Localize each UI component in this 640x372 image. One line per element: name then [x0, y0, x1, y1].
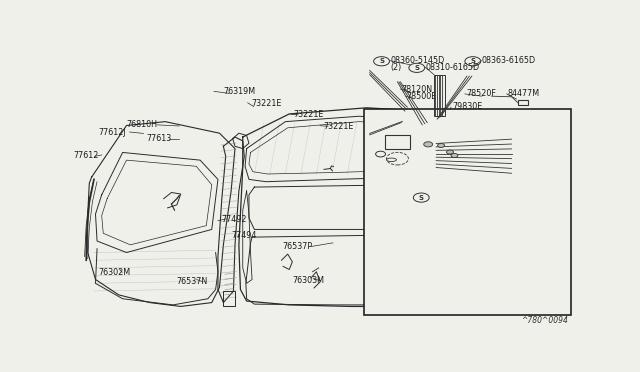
Text: 78810C: 78810C	[370, 178, 401, 187]
Bar	[518, 100, 528, 105]
Text: 73221E: 73221E	[293, 110, 324, 119]
Circle shape	[451, 154, 458, 157]
Text: 77492: 77492	[221, 215, 247, 224]
Circle shape	[424, 142, 433, 147]
Text: S: S	[414, 65, 419, 71]
Text: 78120N: 78120N	[401, 84, 433, 93]
Text: 76537P: 76537P	[282, 242, 312, 251]
Text: 77612: 77612	[74, 151, 99, 160]
Text: 78520N: 78520N	[412, 180, 443, 189]
Text: (E): (E)	[433, 199, 444, 208]
Text: 78500E: 78500E	[406, 92, 436, 101]
Bar	[364, 109, 571, 315]
Bar	[434, 75, 445, 116]
Text: 78520G: 78520G	[509, 151, 541, 160]
Text: 08360-5145D: 08360-5145D	[390, 56, 445, 65]
Text: S: S	[419, 195, 424, 201]
Text: ^780^0094: ^780^0094	[522, 316, 568, 325]
Text: 84478E: 84478E	[511, 143, 541, 152]
Text: 73221E: 73221E	[251, 99, 282, 108]
Text: 78815M: 78815M	[367, 129, 399, 138]
Text: 78500G: 78500G	[513, 125, 544, 134]
Text: 78520M: 78520M	[513, 135, 545, 144]
Text: 78520F: 78520F	[466, 89, 496, 99]
Text: 76303M: 76303M	[292, 276, 324, 285]
Text: 84477M: 84477M	[508, 89, 540, 99]
Text: 08363-6165D: 08363-6165D	[482, 56, 536, 65]
Text: 77613: 77613	[147, 134, 172, 143]
Text: (2): (2)	[390, 63, 402, 72]
Text: S: S	[470, 58, 476, 64]
Text: 08360-5145D: 08360-5145D	[430, 193, 484, 202]
Text: 79910Q: 79910Q	[367, 151, 399, 160]
Circle shape	[438, 144, 445, 147]
Text: 08310-6165D: 08310-6165D	[426, 63, 480, 72]
Bar	[223, 291, 235, 307]
Text: 84440G: 84440G	[461, 180, 492, 189]
Text: 77494: 77494	[231, 231, 257, 240]
Circle shape	[447, 150, 454, 154]
Text: 79830E: 79830E	[452, 102, 483, 111]
Text: S: S	[379, 58, 384, 64]
Text: 76810H: 76810H	[126, 121, 157, 129]
Text: 76302M: 76302M	[99, 268, 131, 277]
Text: 77612J: 77612J	[98, 128, 125, 137]
Text: 73221E: 73221E	[323, 122, 353, 131]
Text: 76537N: 76537N	[177, 277, 208, 286]
Text: 76319M: 76319M	[224, 87, 256, 96]
Text: 78856: 78856	[405, 160, 430, 169]
Bar	[385, 135, 410, 149]
Bar	[491, 296, 503, 308]
